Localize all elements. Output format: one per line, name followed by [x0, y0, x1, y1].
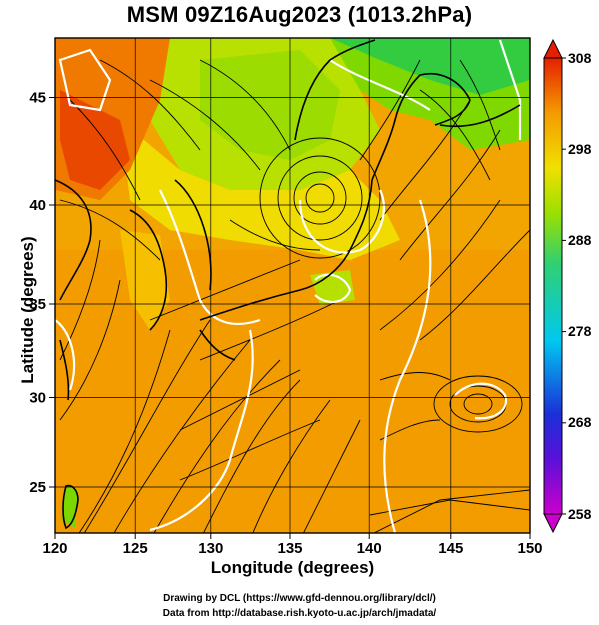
colorbar-tick-label: 268	[568, 414, 592, 430]
lat-tick-label: 25	[29, 479, 46, 496]
colorbar-tick-label: 298	[568, 141, 592, 157]
lon-tick-label: 125	[123, 540, 148, 557]
credit-drawing: Drawing by DCL (https://www.gfd-dennou.o…	[163, 593, 436, 604]
y-axis-label: Latitude (degrees)	[18, 236, 37, 384]
colorbar-min-triangle	[543, 513, 563, 534]
x-axis-label: Longitude (degrees)	[210, 558, 375, 577]
lon-tick-label: 140	[357, 540, 382, 557]
lat-tick-label: 35	[29, 296, 46, 313]
lon-tick-label: 120	[42, 540, 67, 557]
axis-ticks	[49, 97, 531, 539]
lat-tick-label: 40	[29, 197, 46, 214]
lon-tick-label: 145	[438, 540, 463, 557]
colorbar: 308 298 288 278 268 258	[543, 38, 592, 534]
colorbar-max-triangle	[543, 38, 563, 59]
colorbar-tick-label: 278	[568, 323, 592, 339]
temperature-field	[55, 38, 530, 533]
lon-tick-label: 150	[517, 540, 542, 557]
lon-tick-label: 130	[198, 540, 223, 557]
plot-frame	[54, 37, 531, 534]
contour-lines	[55, 39, 522, 533]
lat-tick-label: 30	[29, 390, 46, 407]
lon-tick-label: 135	[277, 540, 302, 557]
lat-tick-label: 45	[29, 90, 46, 107]
colorbar-tick-label: 258	[568, 506, 592, 522]
colorbar-tick-label: 288	[568, 232, 592, 248]
map-title: MSM 09Z16Aug2023 (1013.2hPa)	[126, 2, 473, 27]
graticule	[55, 38, 530, 533]
credit-data-source: Data from http://database.rish.kyoto-u.a…	[162, 608, 437, 619]
colorbar-tick-label: 308	[568, 50, 592, 66]
